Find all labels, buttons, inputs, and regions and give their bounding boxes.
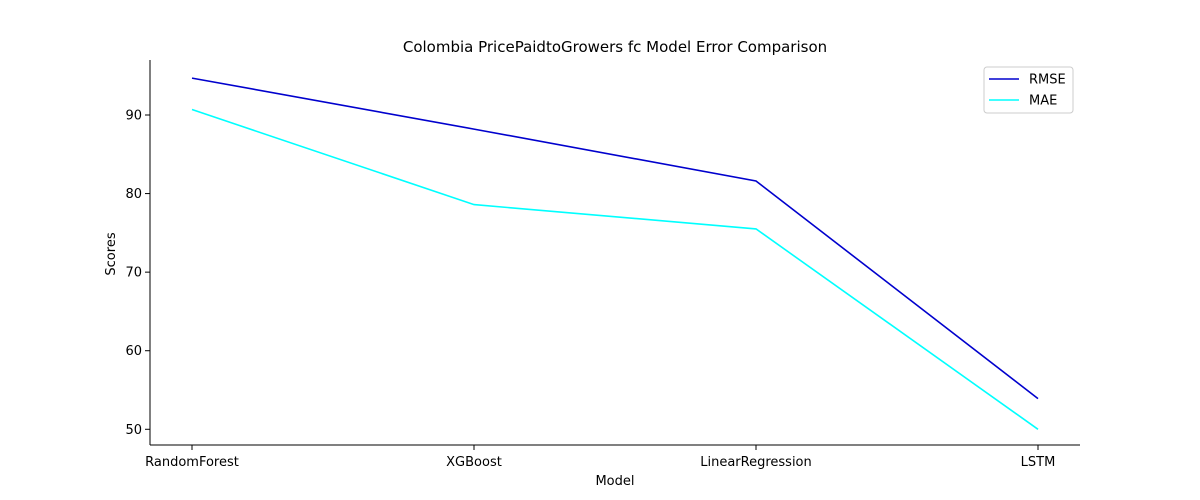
y-tick-label: 50 <box>125 423 142 438</box>
x-axis-label: Model <box>595 474 634 489</box>
x-tick-label: LinearRegression <box>700 455 812 470</box>
y-tick-label: 80 <box>125 187 142 202</box>
x-tick-label: LSTM <box>1021 455 1056 470</box>
y-ticks: 50 60 70 80 90 <box>125 109 150 438</box>
series-lines <box>191 77 1039 430</box>
y-tick-label: 90 <box>125 109 142 124</box>
legend: RMSE MAE <box>983 66 1074 114</box>
legend-label-mae: MAE <box>1029 94 1057 109</box>
series-line-rmse <box>191 77 1039 400</box>
y-tick-label: 70 <box>125 266 142 281</box>
x-tick-label: XGBoost <box>446 455 502 470</box>
series-line-mae <box>191 108 1039 430</box>
legend-label-rmse: RMSE <box>1029 73 1066 88</box>
x-ticks: RandomForest XGBoost LinearRegression LSTM <box>145 445 1055 470</box>
chart-title: Colombia PricePaidtoGrowers fc Model Err… <box>403 38 827 56</box>
y-tick-label: 60 <box>125 344 142 359</box>
y-axis-label: Scores <box>104 232 119 275</box>
axes <box>149 60 1080 446</box>
x-tick-label: RandomForest <box>145 455 239 470</box>
